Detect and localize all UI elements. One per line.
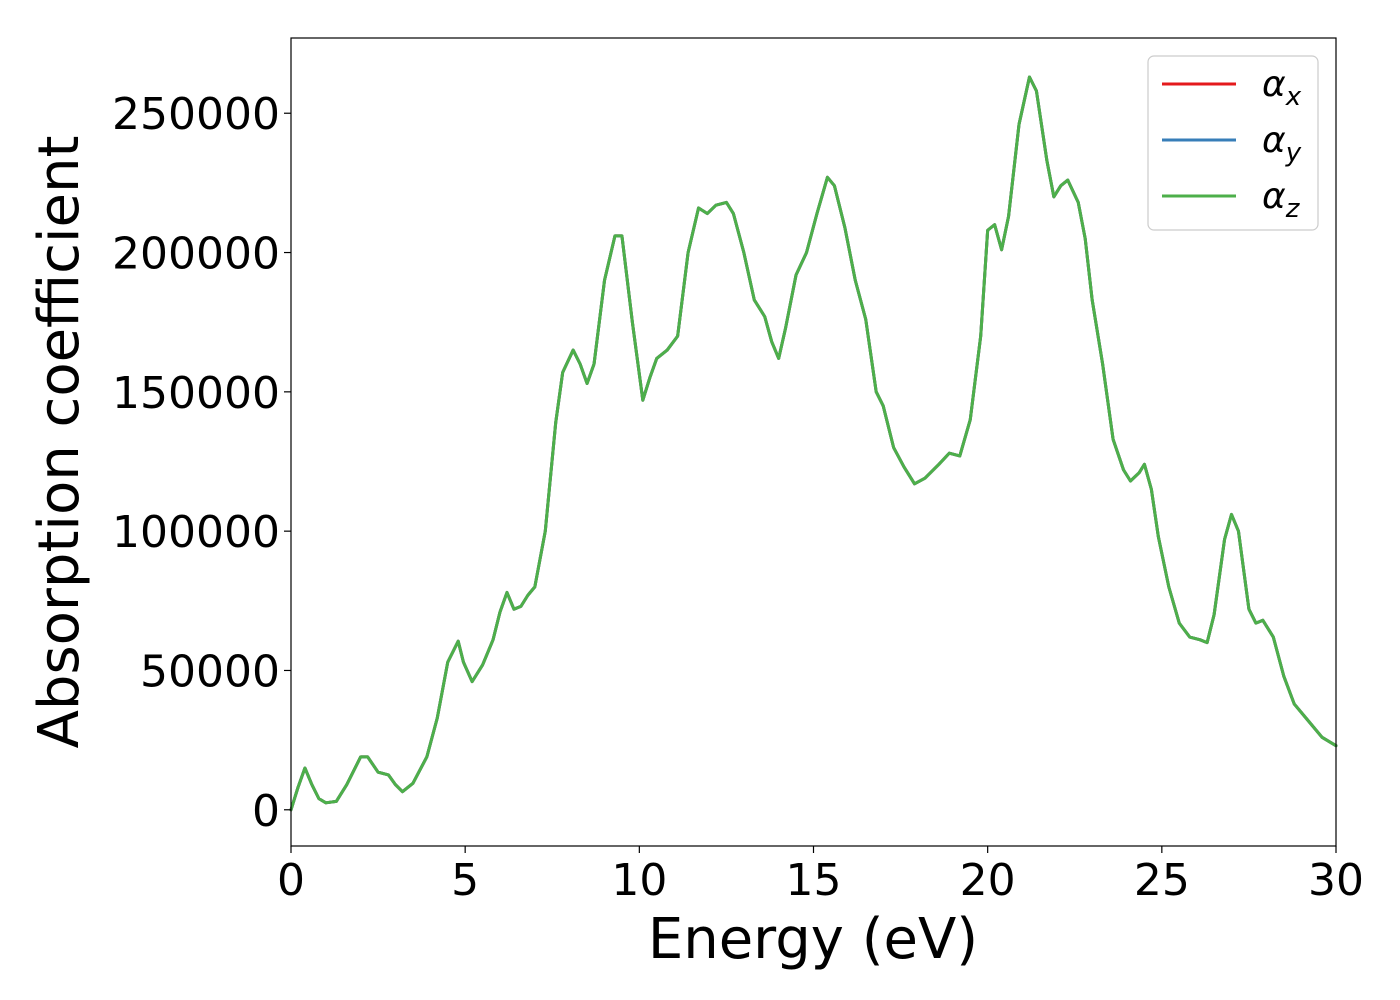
y-tick-label: 100000: [112, 507, 280, 558]
x-tick-label: 0: [277, 855, 305, 906]
x-tick-label: 10: [611, 855, 667, 906]
x-axis-ticks: 0 5 10 15 20 25 30: [277, 846, 1364, 906]
x-tick-label: 5: [451, 855, 479, 906]
legend: αx αy αz: [1147, 55, 1319, 231]
x-tick-label: 15: [786, 855, 842, 906]
y-tick-label: 0: [252, 786, 280, 837]
y-tick-label: 150000: [112, 368, 280, 419]
legend-frame: [1147, 55, 1319, 231]
series-layer: [289, 75, 1338, 812]
legend-entries: αx αy αz: [1162, 64, 1302, 224]
x-axis-label: Energy (eV): [648, 907, 978, 972]
y-tick-label: 250000: [112, 89, 280, 140]
y-axis-ticks: 0 50000 100000 150000 200000 250000: [112, 89, 291, 837]
x-tick-label: 20: [960, 855, 1016, 906]
legend-label-y: αy: [1262, 120, 1302, 168]
x-tick-label: 30: [1308, 855, 1364, 906]
y-tick-label: 50000: [140, 646, 280, 697]
x-tick-label: 25: [1134, 855, 1190, 906]
legend-label-x: αx: [1262, 64, 1302, 112]
legend-label-z: αz: [1262, 176, 1301, 224]
y-axis-label: Absorption coefficient: [27, 136, 92, 749]
y-tick-label: 200000: [112, 229, 280, 280]
series-line-z: [289, 75, 1338, 812]
